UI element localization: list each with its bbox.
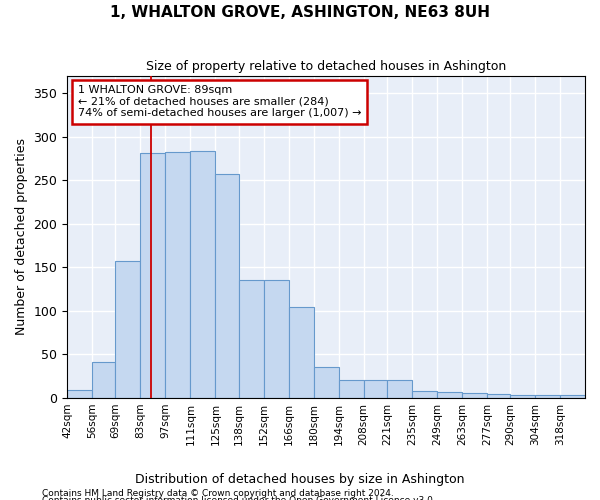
Bar	[289, 308, 314, 398]
Bar	[560, 396, 585, 398]
Bar	[166, 152, 190, 398]
Bar	[190, 152, 215, 398]
Text: 1 WHALTON GROVE: 89sqm
← 21% of detached houses are smaller (284)
74% of semi-de: 1 WHALTON GROVE: 89sqm ← 21% of detached…	[77, 85, 361, 118]
Bar	[437, 392, 462, 398]
Bar	[239, 280, 263, 398]
Title: Size of property relative to detached houses in Ashington: Size of property relative to detached ho…	[146, 60, 506, 73]
Bar	[510, 394, 535, 398]
Bar	[140, 153, 166, 398]
Bar	[387, 380, 412, 398]
Bar	[412, 391, 437, 398]
Text: Distribution of detached houses by size in Ashington: Distribution of detached houses by size …	[135, 472, 465, 486]
Y-axis label: Number of detached properties: Number of detached properties	[15, 138, 28, 336]
Bar	[338, 380, 364, 398]
Bar	[535, 394, 560, 398]
Bar	[115, 261, 140, 398]
Bar	[67, 390, 92, 398]
Bar	[263, 280, 289, 398]
Bar	[215, 174, 239, 398]
Bar	[364, 380, 387, 398]
Text: Contains public sector information licensed under the Open Government Licence v3: Contains public sector information licen…	[42, 496, 436, 500]
Bar	[92, 362, 115, 398]
Bar	[314, 366, 338, 398]
Text: 1, WHALTON GROVE, ASHINGTON, NE63 8UH: 1, WHALTON GROVE, ASHINGTON, NE63 8UH	[110, 5, 490, 20]
Bar	[462, 393, 487, 398]
Text: Contains HM Land Registry data © Crown copyright and database right 2024.: Contains HM Land Registry data © Crown c…	[42, 489, 394, 498]
Bar	[487, 394, 510, 398]
